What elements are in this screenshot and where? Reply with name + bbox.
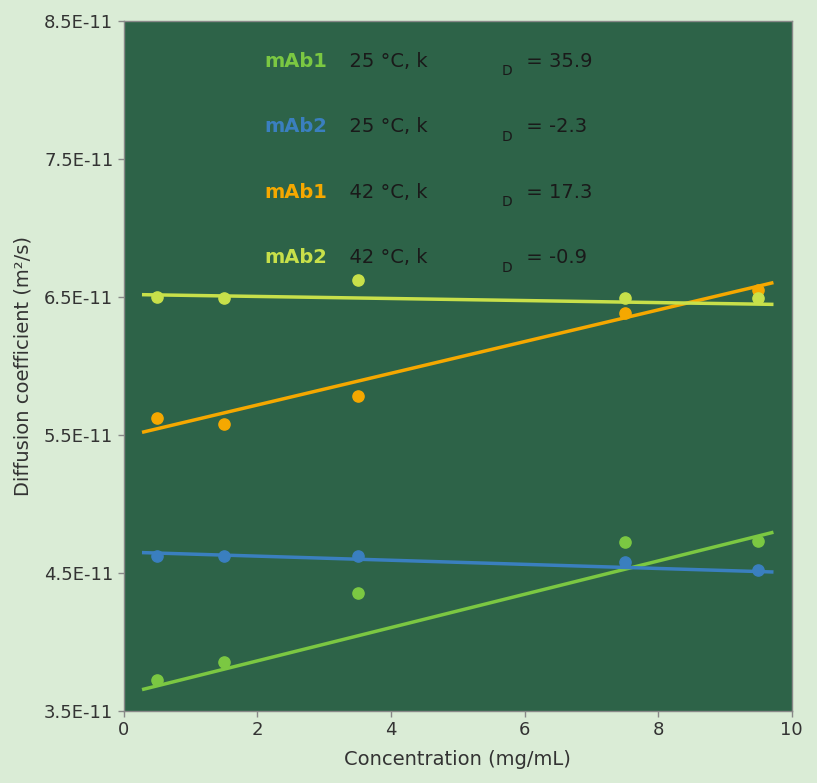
Point xyxy=(618,555,632,568)
Point xyxy=(752,564,765,576)
Point xyxy=(752,292,765,305)
Text: 25 °C, k: 25 °C, k xyxy=(337,52,428,71)
Text: 25 °C, k: 25 °C, k xyxy=(337,117,428,136)
Point xyxy=(217,292,230,305)
Point xyxy=(217,550,230,562)
Text: mAb1: mAb1 xyxy=(264,52,327,71)
Text: = 17.3: = 17.3 xyxy=(520,183,592,202)
Text: mAb1: mAb1 xyxy=(264,183,327,202)
Point xyxy=(351,274,364,287)
Point xyxy=(618,307,632,319)
Point xyxy=(150,550,163,562)
Text: = -2.3: = -2.3 xyxy=(520,117,587,136)
Text: 42 °C, k: 42 °C, k xyxy=(337,183,428,202)
Text: D: D xyxy=(501,130,512,144)
Point xyxy=(150,290,163,303)
Text: D: D xyxy=(501,196,512,209)
Text: = 35.9: = 35.9 xyxy=(520,52,592,71)
Y-axis label: Diffusion coefficient (m²/s): Diffusion coefficient (m²/s) xyxy=(14,236,33,496)
Text: mAb2: mAb2 xyxy=(264,248,327,268)
Text: mAb2: mAb2 xyxy=(264,117,327,136)
Point xyxy=(150,674,163,687)
Point xyxy=(351,550,364,562)
Text: D: D xyxy=(501,261,512,275)
Point xyxy=(618,536,632,549)
Text: = -0.9: = -0.9 xyxy=(520,248,587,268)
Text: D: D xyxy=(501,64,512,78)
Point xyxy=(351,587,364,600)
Point xyxy=(351,390,364,402)
Point xyxy=(752,535,765,547)
Point xyxy=(150,412,163,424)
X-axis label: Concentration (mg/mL): Concentration (mg/mL) xyxy=(344,750,571,769)
Point xyxy=(217,656,230,669)
Point xyxy=(217,417,230,430)
Point xyxy=(618,292,632,305)
Point xyxy=(752,283,765,296)
Text: 42 °C, k: 42 °C, k xyxy=(337,248,428,268)
